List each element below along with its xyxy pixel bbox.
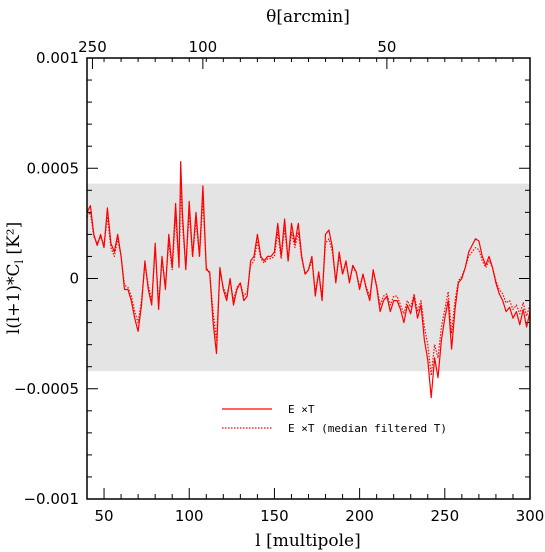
series-lines xyxy=(86,161,531,399)
x-tick-label: 250 xyxy=(430,507,459,525)
top-tick-label: 250 xyxy=(78,38,107,56)
top-axis-title: θ[arcmin] xyxy=(266,7,350,27)
legend: E ×T E ×T (median filtered T) xyxy=(222,403,447,435)
plot-frame xyxy=(86,57,531,500)
x-tick-label: 100 xyxy=(175,507,204,525)
y-tick-label: 0.0005 xyxy=(27,159,80,177)
y-axis-title: l(l+1)*Cl [K²] xyxy=(4,222,26,334)
y-tick-label: 0.001 xyxy=(36,49,79,67)
x-tick-label: 300 xyxy=(516,507,545,525)
y-axis-title-sub: l xyxy=(13,260,26,264)
top-tick-label: 100 xyxy=(189,38,218,56)
top-tick-label: 50 xyxy=(377,38,396,56)
y-axis-title-main: l(l+1)*C xyxy=(4,264,24,335)
y-tick-label: −0.001 xyxy=(23,490,79,508)
y-tick-label: 0 xyxy=(69,270,79,288)
legend-label-series-1: E ×T (median filtered T) xyxy=(288,422,447,435)
legend-label-series-0: E ×T xyxy=(288,403,315,416)
y-axis-title-unit: [K²] xyxy=(4,222,24,260)
x-tick-label: 50 xyxy=(94,507,113,525)
x-tick-label: 150 xyxy=(260,507,289,525)
x-axis-title: l [multipole] xyxy=(255,531,361,551)
series-line-1 xyxy=(86,185,531,377)
x-tick-label: 200 xyxy=(345,507,374,525)
series-line-0 xyxy=(86,161,531,399)
tick-labels: 50 100 150 200 250 300 −0.001 −0.0005 0 0.0005 0.0… xyxy=(14,38,544,525)
y-tick-label: −0.0005 xyxy=(14,380,79,398)
